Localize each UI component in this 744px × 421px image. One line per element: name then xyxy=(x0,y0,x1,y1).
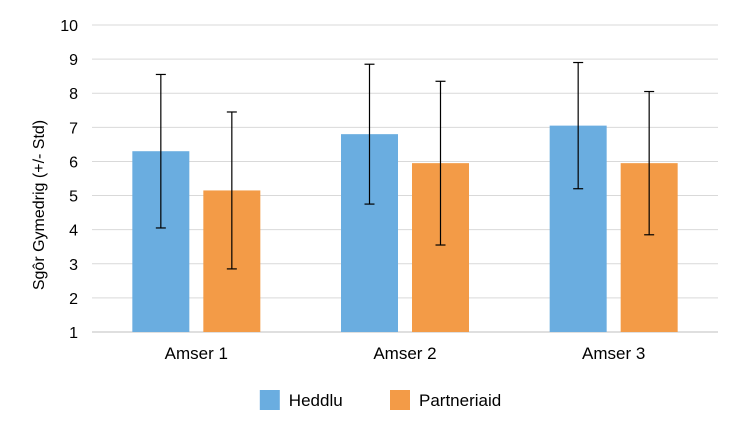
legend-swatch xyxy=(390,390,410,410)
x-tick-label: Amser 1 xyxy=(165,344,228,363)
y-tick-label: 3 xyxy=(69,257,78,274)
y-tick-label: 10 xyxy=(60,18,78,35)
legend: Heddlu Partneriaid xyxy=(259,390,501,410)
x-tick-label: Amser 3 xyxy=(582,344,645,363)
y-axis-title: Sgôr Gymedrig (+/- Std) xyxy=(31,120,48,290)
y-tick-label: 1 xyxy=(69,325,78,342)
error-bars xyxy=(155,61,655,270)
axis-labels: 1 2 3 4 5 6 7 8 9 10 Amser 1 Amser 2 Amser 3 xyxy=(60,18,645,363)
legend-swatch xyxy=(259,390,280,410)
y-tick-label: 9 xyxy=(69,52,78,69)
y-tick-label: 8 xyxy=(69,86,78,103)
y-tick-label: 5 xyxy=(69,189,78,206)
legend-label: Heddlu xyxy=(289,391,343,410)
x-tick-label: Amser 2 xyxy=(373,344,436,363)
gridlines xyxy=(92,24,718,299)
y-tick-label: 6 xyxy=(69,154,78,171)
legend-label: Partneriaid xyxy=(419,391,501,410)
y-tick-label: 2 xyxy=(69,291,78,308)
y-tick-label: 4 xyxy=(69,223,78,240)
bars xyxy=(132,125,678,332)
y-tick-label: 7 xyxy=(69,120,78,137)
